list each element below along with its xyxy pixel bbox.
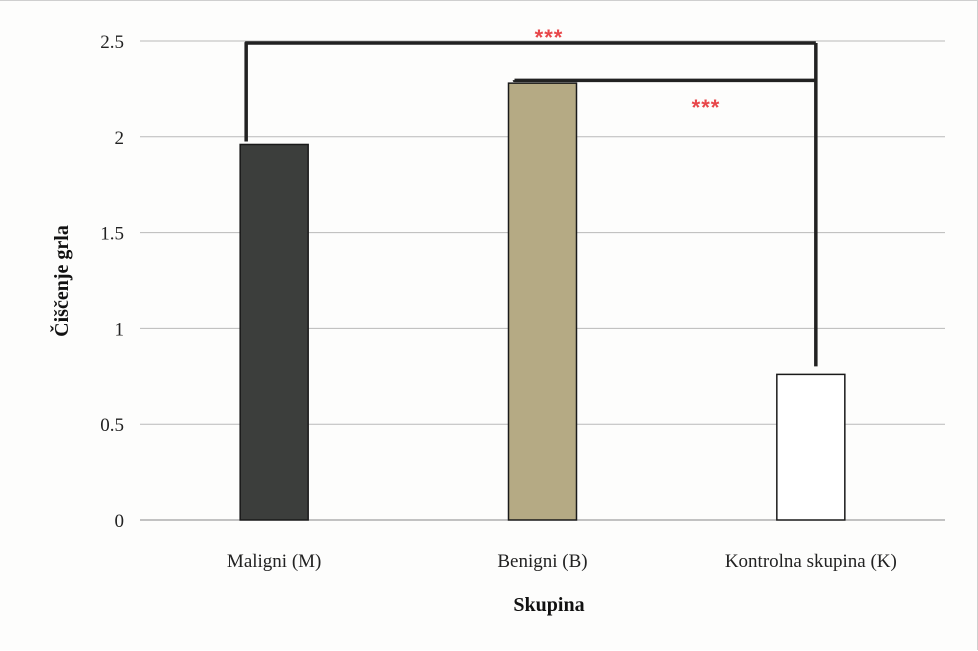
x-axis-title: Skupina bbox=[513, 594, 584, 616]
x-tick-label: Maligni (M) bbox=[227, 551, 321, 572]
y-ticks: 0 0.5 1 1.5 2 2.5 bbox=[100, 32, 124, 532]
bars bbox=[240, 83, 845, 520]
y-tick-label: 2.5 bbox=[100, 32, 124, 53]
bar bbox=[240, 144, 308, 520]
significance-label: *** bbox=[535, 25, 564, 50]
y-tick-label: 0.5 bbox=[100, 415, 124, 436]
y-tick-label: 1.5 bbox=[100, 224, 124, 245]
bar bbox=[777, 374, 845, 520]
y-tick-label: 1 bbox=[115, 319, 125, 340]
x-ticks: Maligni (M) Benigni (B) Kontrolna skupina … bbox=[227, 551, 897, 572]
y-tick-label: 2 bbox=[115, 128, 125, 149]
x-tick-label: Benigni (B) bbox=[497, 551, 587, 572]
x-tick-label: Kontrolna skupina (K) bbox=[725, 551, 897, 572]
y-tick-label: 0 bbox=[115, 511, 125, 532]
significance-label: *** bbox=[692, 95, 721, 120]
bar bbox=[509, 83, 577, 520]
y-axis-title: Čiščenje grla bbox=[49, 225, 73, 337]
